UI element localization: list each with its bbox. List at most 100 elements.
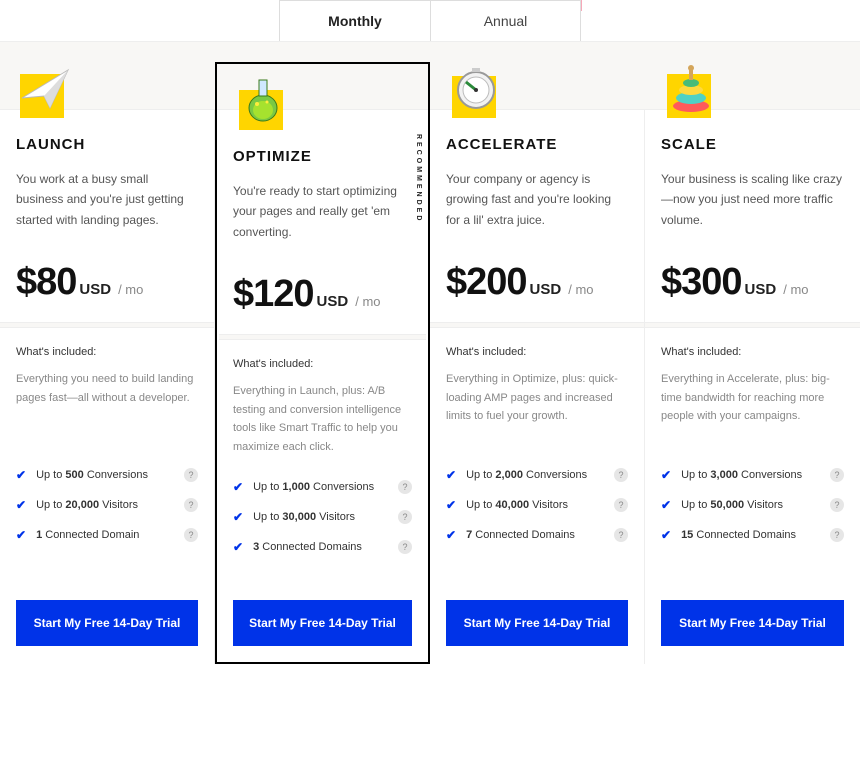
tab-monthly[interactable]: Monthly bbox=[280, 1, 430, 41]
price-period: / mo bbox=[783, 282, 808, 297]
price-period: / mo bbox=[355, 294, 380, 309]
section-divider bbox=[219, 334, 426, 340]
help-icon[interactable]: ? bbox=[184, 498, 198, 512]
feature-text: Up to 30,000 Visitors bbox=[253, 511, 355, 523]
features-list: ✔ Up to 500 Conversions ? ✔ Up to 20,000… bbox=[16, 468, 198, 588]
plan-description: You work at a busy small business and yo… bbox=[16, 169, 198, 249]
check-icon: ✔ bbox=[16, 498, 26, 512]
check-icon: ✔ bbox=[446, 528, 456, 542]
billing-tabs: Save 10% Monthly Annual bbox=[0, 0, 860, 41]
plan-description: You're ready to start optimizing your pa… bbox=[233, 181, 412, 261]
feature-text: 1 Connected Domain bbox=[36, 529, 139, 541]
feature-row: ✔ Up to 3,000 Conversions ? bbox=[661, 468, 844, 482]
price-amount: $80 bbox=[16, 261, 76, 304]
features-list: ✔ Up to 2,000 Conversions ? ✔ Up to 40,0… bbox=[446, 468, 628, 588]
price-amount: $200 bbox=[446, 261, 527, 304]
feature-row: ✔ 1 Connected Domain ? bbox=[16, 528, 198, 542]
section-divider bbox=[0, 322, 214, 328]
included-description: Everything in Accelerate, plus: big-time… bbox=[661, 370, 844, 448]
gauge-icon bbox=[446, 62, 502, 118]
plan-name: ACCELERATE bbox=[446, 136, 628, 153]
paper-plane-icon bbox=[16, 62, 72, 118]
check-icon: ✔ bbox=[446, 498, 456, 512]
start-trial-button[interactable]: Start My Free 14-Day Trial bbox=[16, 600, 198, 646]
feature-text: Up to 20,000 Visitors bbox=[36, 499, 138, 511]
included-title: What's included: bbox=[661, 346, 844, 358]
help-icon[interactable]: ? bbox=[614, 498, 628, 512]
price-amount: $120 bbox=[233, 273, 314, 316]
included-title: What's included: bbox=[446, 346, 628, 358]
price-row: $200 USD / mo bbox=[446, 261, 628, 304]
help-icon[interactable]: ? bbox=[398, 540, 412, 554]
price-currency: USD bbox=[530, 281, 562, 298]
help-icon[interactable]: ? bbox=[398, 480, 412, 494]
feature-row: ✔ 7 Connected Domains ? bbox=[446, 528, 628, 542]
feature-row: ✔ Up to 500 Conversions ? bbox=[16, 468, 198, 482]
help-icon[interactable]: ? bbox=[614, 468, 628, 482]
plan-name: SCALE bbox=[661, 136, 844, 153]
header-strip bbox=[0, 41, 860, 109]
feature-row: ✔ Up to 20,000 Visitors ? bbox=[16, 498, 198, 512]
help-icon[interactable]: ? bbox=[184, 468, 198, 482]
feature-row: ✔ Up to 30,000 Visitors ? bbox=[233, 510, 412, 524]
check-icon: ✔ bbox=[16, 528, 26, 542]
check-icon: ✔ bbox=[233, 510, 243, 524]
check-icon: ✔ bbox=[233, 480, 243, 494]
plan-description: Your company or agency is growing fast a… bbox=[446, 169, 628, 249]
price-period: / mo bbox=[568, 282, 593, 297]
section-divider bbox=[430, 322, 644, 328]
included-description: Everything you need to build landing pag… bbox=[16, 370, 198, 448]
tab-annual[interactable]: Annual bbox=[430, 1, 580, 41]
feature-text: Up to 500 Conversions bbox=[36, 469, 148, 481]
feature-text: Up to 1,000 Conversions bbox=[253, 481, 374, 493]
help-icon[interactable]: ? bbox=[830, 528, 844, 542]
feature-text: Up to 40,000 Visitors bbox=[466, 499, 568, 511]
price-currency: USD bbox=[317, 293, 349, 310]
check-icon: ✔ bbox=[446, 468, 456, 482]
feature-row: ✔ 15 Connected Domains ? bbox=[661, 528, 844, 542]
help-icon[interactable]: ? bbox=[830, 498, 844, 512]
section-divider bbox=[645, 322, 860, 328]
feature-text: 15 Connected Domains bbox=[681, 529, 796, 541]
price-currency: USD bbox=[79, 281, 111, 298]
check-icon: ✔ bbox=[16, 468, 26, 482]
feature-text: 3 Connected Domains bbox=[253, 541, 362, 553]
flask-icon bbox=[233, 74, 289, 130]
included-description: Everything in Launch, plus: A/B testing … bbox=[233, 382, 412, 460]
check-icon: ✔ bbox=[661, 468, 671, 482]
price-row: $300 USD / mo bbox=[661, 261, 844, 304]
start-trial-button[interactable]: Start My Free 14-Day Trial bbox=[233, 600, 412, 646]
plan-name: OPTIMIZE bbox=[233, 148, 412, 165]
start-trial-button[interactable]: Start My Free 14-Day Trial bbox=[661, 600, 844, 646]
rings-icon bbox=[661, 62, 717, 118]
included-title: What's included: bbox=[16, 346, 198, 358]
recommended-label: RECOMMENDED bbox=[415, 134, 422, 223]
feature-row: ✔ Up to 50,000 Visitors ? bbox=[661, 498, 844, 512]
feature-text: 7 Connected Domains bbox=[466, 529, 575, 541]
included-description: Everything in Optimize, plus: quick-load… bbox=[446, 370, 628, 448]
price-period: / mo bbox=[118, 282, 143, 297]
feature-row: ✔ 3 Connected Domains ? bbox=[233, 540, 412, 554]
feature-row: ✔ Up to 2,000 Conversions ? bbox=[446, 468, 628, 482]
help-icon[interactable]: ? bbox=[614, 528, 628, 542]
feature-text: Up to 50,000 Visitors bbox=[681, 499, 783, 511]
check-icon: ✔ bbox=[661, 498, 671, 512]
check-icon: ✔ bbox=[233, 540, 243, 554]
start-trial-button[interactable]: Start My Free 14-Day Trial bbox=[446, 600, 628, 646]
features-list: ✔ Up to 1,000 Conversions ? ✔ Up to 30,0… bbox=[233, 480, 412, 600]
plan-column-optimize: RECOMMENDED OPTIMIZE You're ready to sta… bbox=[215, 62, 430, 664]
plan-column-scale: SCALE Your business is scaling like craz… bbox=[645, 110, 860, 664]
feature-text: Up to 3,000 Conversions bbox=[681, 469, 802, 481]
feature-text: Up to 2,000 Conversions bbox=[466, 469, 587, 481]
help-icon[interactable]: ? bbox=[830, 468, 844, 482]
help-icon[interactable]: ? bbox=[184, 528, 198, 542]
price-row: $80 USD / mo bbox=[16, 261, 198, 304]
pricing-grid: LAUNCH You work at a busy small business… bbox=[0, 109, 860, 664]
price-currency: USD bbox=[745, 281, 777, 298]
feature-row: ✔ Up to 1,000 Conversions ? bbox=[233, 480, 412, 494]
check-icon: ✔ bbox=[661, 528, 671, 542]
help-icon[interactable]: ? bbox=[398, 510, 412, 524]
feature-row: ✔ Up to 40,000 Visitors ? bbox=[446, 498, 628, 512]
price-amount: $300 bbox=[661, 261, 742, 304]
plan-column-launch: LAUNCH You work at a busy small business… bbox=[0, 110, 215, 664]
